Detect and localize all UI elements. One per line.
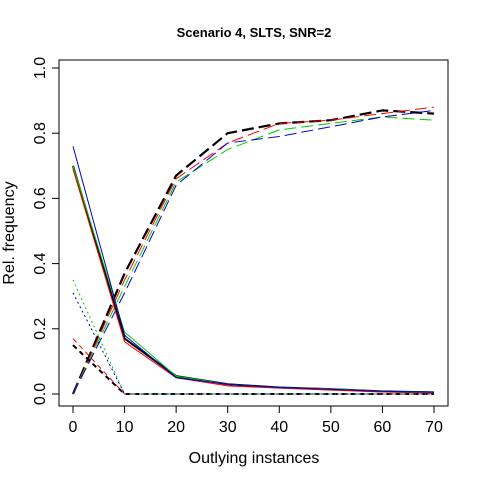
y-tick-label: 0.4 xyxy=(32,252,49,274)
y-axis: 0.0 0.2 0.4 0.6 0.8 1.0 xyxy=(32,57,59,405)
x-axis: 0 10 20 30 40 50 60 70 xyxy=(69,406,443,436)
y-tick-label: 0.2 xyxy=(32,318,49,340)
x-tick-label: 0 xyxy=(69,419,78,436)
y-axis-label: Rel. frequency xyxy=(1,181,18,284)
y-tick-label: 0.8 xyxy=(32,122,49,144)
y-tick-label: 0.0 xyxy=(32,383,49,405)
x-tick-label: 70 xyxy=(425,419,443,436)
series-layer xyxy=(71,106,435,395)
x-tick-label: 20 xyxy=(167,419,185,436)
series-line-10 xyxy=(72,338,434,395)
chart-title: Scenario 4, SLTS, SNR=2 xyxy=(177,25,332,40)
y-tick-label: 1.0 xyxy=(32,57,49,79)
x-tick-label: 30 xyxy=(219,419,237,436)
y-tick-label: 0.6 xyxy=(32,187,49,209)
series-line-1 xyxy=(71,109,435,395)
series-line-4 xyxy=(72,109,435,395)
series-line-8 xyxy=(72,146,435,393)
series-line-7 xyxy=(72,165,435,393)
x-tick-label: 50 xyxy=(322,419,340,436)
series-line-2 xyxy=(72,106,435,395)
plot-frame xyxy=(58,59,449,407)
series-line-6 xyxy=(72,168,435,394)
series-line-3 xyxy=(72,116,435,395)
x-tick-label: 40 xyxy=(270,419,288,436)
series-line-5 xyxy=(72,165,435,394)
x-axis-label: Outlying instances xyxy=(189,450,320,467)
x-tick-label: 60 xyxy=(374,419,392,436)
x-tick-label: 10 xyxy=(116,419,134,436)
series-line-9 xyxy=(72,344,434,395)
